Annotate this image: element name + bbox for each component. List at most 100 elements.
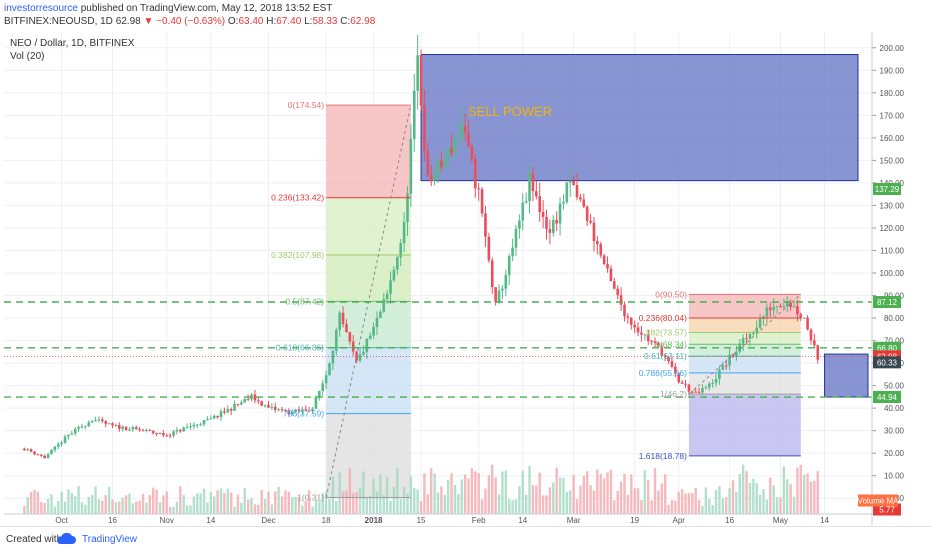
candle-body	[467, 132, 470, 146]
volume-bar	[196, 493, 198, 514]
y-tick-label: 80.00	[884, 314, 905, 323]
candle-body	[579, 197, 582, 199]
volume-bar	[535, 486, 537, 514]
candle-body	[206, 419, 209, 420]
volume-bar	[77, 486, 79, 514]
candle-body	[528, 174, 531, 202]
volume-bar	[257, 505, 259, 514]
candle-body	[172, 431, 175, 435]
x-tick-label: 19	[630, 516, 639, 525]
candle-body	[681, 382, 684, 383]
volume-bar	[159, 502, 161, 514]
volume-bar	[88, 497, 90, 514]
candle-body	[796, 306, 799, 314]
volume-bar	[562, 478, 564, 514]
low-value: 58.33	[312, 16, 337, 27]
candle-body	[176, 430, 179, 432]
tradingview-brand-link[interactable]: TradingView	[82, 534, 137, 545]
price-tag-label: 87.12	[877, 298, 898, 307]
x-tick-label: 18	[322, 516, 331, 525]
candle-body	[369, 336, 372, 339]
volume-bar	[115, 502, 117, 514]
volume-bar	[681, 489, 683, 514]
candle-body	[803, 318, 806, 319]
fib2-level-label: 5(68.34)	[655, 339, 687, 349]
volume-bar	[128, 494, 130, 514]
volume-bar	[620, 482, 622, 514]
candle-body	[718, 370, 721, 379]
candle-body	[233, 404, 236, 411]
price-chart[interactable]: 0(174.54) 0.236(133.42) 0.382(107.98) 0.5(8…	[0, 30, 932, 526]
volume-bar	[498, 494, 500, 514]
candle-body	[220, 411, 223, 417]
volume-bar	[735, 492, 737, 514]
volume-bar	[654, 468, 656, 514]
candle-body	[328, 363, 331, 375]
volume-bar	[637, 488, 639, 514]
volume-bar	[427, 494, 429, 514]
candle-body	[749, 334, 752, 338]
volume-ma-label: Volume MA	[858, 496, 900, 505]
candle-body	[688, 385, 691, 392]
volume-bar	[515, 499, 517, 514]
volume-bar	[250, 498, 252, 514]
candle-body	[199, 424, 202, 425]
volume-bar	[623, 474, 625, 514]
candle-body	[627, 316, 630, 317]
volume-bar	[644, 470, 646, 514]
candle-body	[145, 430, 148, 431]
y-tick-label: 110.00	[880, 246, 904, 255]
author-link[interactable]: investorresource	[4, 3, 78, 14]
open-label: O:	[228, 16, 239, 27]
candle-body	[552, 220, 555, 233]
volume-bar	[81, 502, 83, 514]
candle-body	[118, 425, 121, 429]
legend-volume: Vol (20)	[10, 51, 44, 62]
fib1-level-label: 0(174.54)	[288, 100, 325, 110]
x-tick-label: Nov	[160, 516, 174, 525]
volume-bar	[244, 488, 246, 514]
candle-body	[138, 429, 141, 430]
volume-bar	[742, 465, 744, 514]
volume-bar	[406, 493, 408, 514]
candle-body	[813, 340, 816, 345]
candle-body	[210, 418, 213, 419]
candle-body	[196, 425, 199, 426]
close-value: 62.98	[350, 16, 375, 27]
candle-body	[179, 430, 182, 431]
candle-body	[98, 419, 101, 420]
candle-body	[498, 290, 501, 301]
volume-bar	[566, 492, 568, 514]
candle-body	[349, 332, 352, 341]
volume-bar	[572, 475, 574, 514]
candle-body	[610, 268, 613, 281]
candle-body	[43, 456, 46, 458]
candle-body	[471, 146, 474, 159]
candle-body	[447, 148, 450, 160]
volume-bar	[728, 488, 730, 514]
candle-body	[769, 307, 772, 310]
candle-body	[566, 182, 569, 202]
candle-body	[372, 327, 375, 336]
volume-bar	[433, 473, 435, 514]
volume-bar	[756, 483, 758, 514]
x-tick-label: 14	[518, 516, 527, 525]
candle-body	[237, 404, 240, 405]
volume-bar	[301, 505, 303, 514]
volume-bar	[403, 487, 405, 514]
volume-bar	[264, 499, 266, 514]
x-tick-label: May	[773, 516, 788, 525]
target-zone-box	[825, 354, 868, 397]
volume-bar	[30, 492, 32, 514]
footer: Created with TradingView	[0, 526, 932, 551]
volume-bar	[216, 490, 218, 514]
price-tag-label: 60.33	[877, 358, 898, 367]
candle-body	[613, 281, 616, 289]
candle-body	[549, 229, 552, 233]
volume-bar	[193, 497, 195, 514]
x-tick-label: 2018	[365, 516, 383, 525]
candle-body	[162, 433, 165, 435]
candle-body	[111, 423, 114, 425]
high-value: 67.40	[276, 16, 301, 27]
x-tick-label: 16	[108, 516, 117, 525]
